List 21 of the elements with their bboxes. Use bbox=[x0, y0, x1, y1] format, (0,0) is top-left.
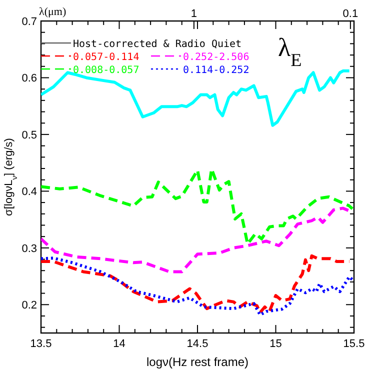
x2-tick-label: 1 bbox=[190, 8, 198, 20]
y-tick-label: 0.4 bbox=[22, 186, 37, 198]
y-tick-label: 0.6 bbox=[22, 72, 37, 85]
y-tick-label: 0.3 bbox=[22, 242, 37, 255]
x-tick-label: 13.5 bbox=[30, 338, 52, 350]
x-tick-label: 14.5 bbox=[186, 338, 208, 350]
y-tick-label: 0.2 bbox=[22, 300, 37, 312]
legend-label: 0.057-0.114 bbox=[73, 52, 140, 63]
legend-label: 0.252-2.506 bbox=[183, 52, 250, 63]
legend-label: 0.008-0.057 bbox=[73, 65, 140, 76]
x-tick-label: 15.5 bbox=[343, 338, 365, 350]
y-tick-label: 0.5 bbox=[22, 129, 37, 142]
x-axis-title: logν(Hz rest frame) bbox=[146, 355, 249, 369]
legend-title: Host-corrected & Radio Quiet bbox=[73, 39, 242, 50]
x-tick-label: 15 bbox=[270, 338, 282, 350]
x2-axis-title: λ(μm) bbox=[39, 6, 66, 18]
y-tick-label: 0.7 bbox=[22, 16, 37, 28]
legend-label: 0.114-0.252 bbox=[183, 65, 250, 76]
x-tick-label: 14 bbox=[113, 338, 126, 350]
annotation: λ$_{E}$ bbox=[278, 33, 302, 70]
x2-tick-label: 0.1 bbox=[342, 8, 358, 20]
